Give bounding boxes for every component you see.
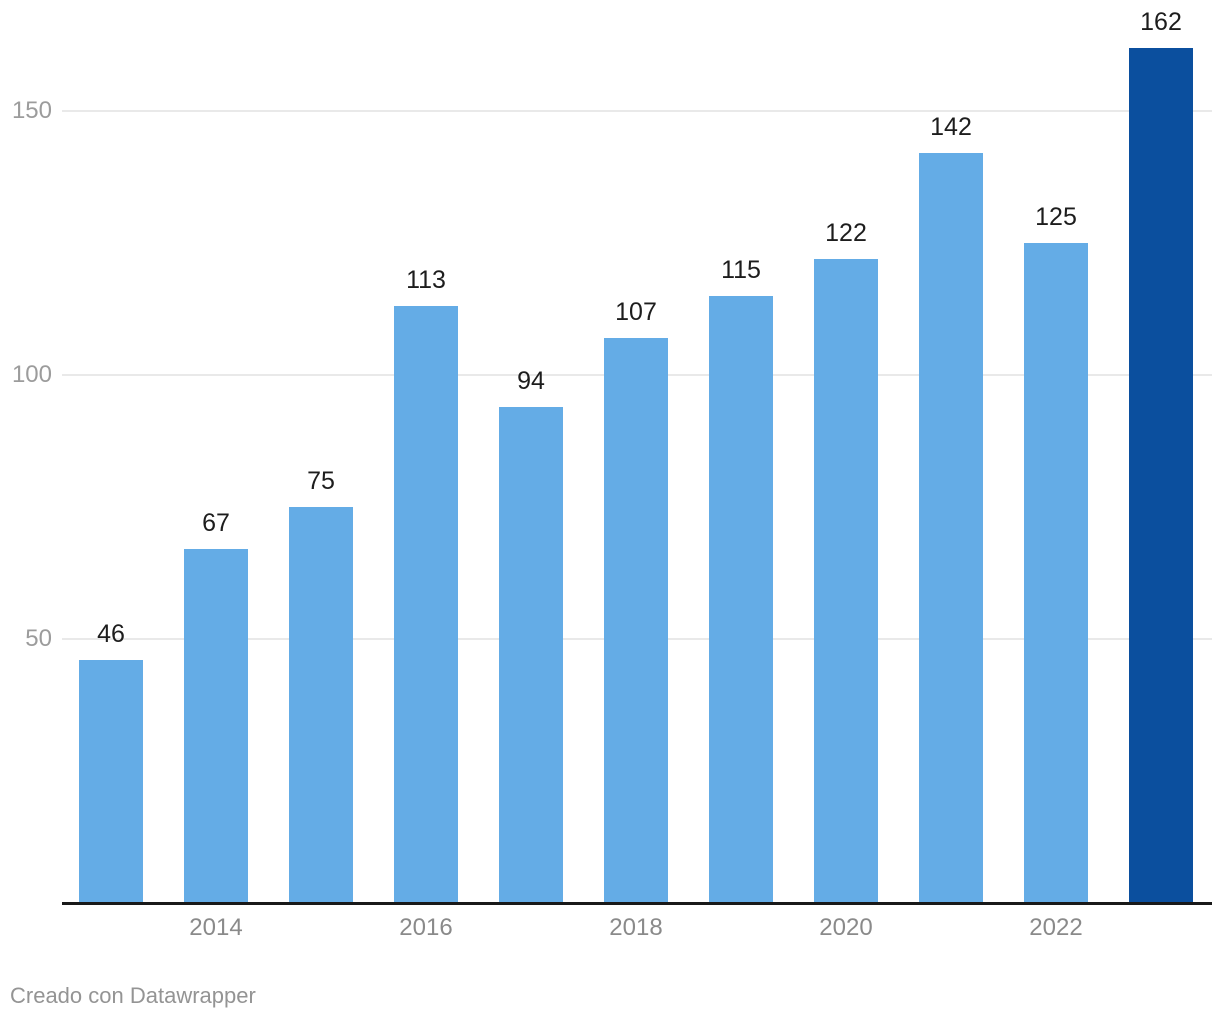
- bar-2019[interactable]: [709, 296, 773, 903]
- x-axis-line: [62, 902, 1212, 905]
- bar-2018[interactable]: [604, 338, 668, 903]
- value-label-2022: 125: [1035, 203, 1077, 231]
- value-label-2015: 75: [307, 467, 335, 495]
- x-tick-label-2022: 2022: [1029, 914, 1083, 941]
- value-label-2016: 113: [406, 266, 446, 294]
- y-tick-label: 150: [11, 97, 52, 124]
- value-label-2021: 142: [930, 113, 972, 141]
- gridline-150: [62, 110, 1212, 112]
- value-label-2020: 122: [825, 219, 867, 247]
- x-tick-label-2014: 2014: [189, 914, 243, 941]
- value-label-2023: 162: [1140, 8, 1182, 36]
- bar-2020[interactable]: [814, 259, 878, 903]
- attribution-text: Creado con Datawrapper: [10, 983, 256, 1008]
- bar-2014[interactable]: [184, 549, 248, 903]
- y-tick-label: 50: [25, 625, 52, 652]
- value-label-2019: 115: [721, 256, 761, 284]
- bar-2021[interactable]: [919, 153, 983, 903]
- value-label-2013: 46: [97, 620, 125, 648]
- y-tick-label: 100: [11, 361, 52, 388]
- bar-2016[interactable]: [394, 306, 458, 903]
- bar-2022[interactable]: [1024, 243, 1088, 903]
- x-tick-label-2018: 2018: [609, 914, 663, 941]
- bar-2023[interactable]: [1129, 48, 1193, 903]
- bar-2017[interactable]: [499, 407, 563, 903]
- bar-2015[interactable]: [289, 507, 353, 903]
- value-label-2017: 94: [517, 367, 545, 395]
- value-label-2014: 67: [202, 509, 230, 537]
- bar-2013[interactable]: [79, 660, 143, 903]
- value-label-2018: 107: [615, 298, 657, 326]
- x-tick-label-2016: 2016: [399, 914, 453, 941]
- x-tick-label-2020: 2020: [819, 914, 873, 941]
